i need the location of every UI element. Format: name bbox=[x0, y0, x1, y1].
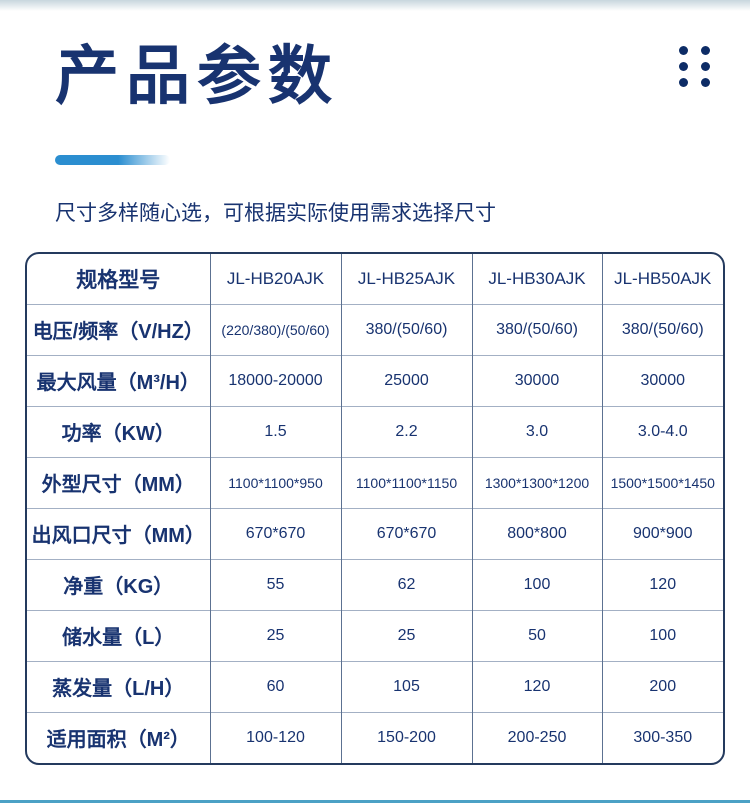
cell-value: 50 bbox=[471, 609, 602, 661]
row-label: 电压/频率（V/HZ） bbox=[27, 303, 210, 355]
dot-icon bbox=[679, 46, 688, 55]
table-row-dimensions: 外型尺寸（MM） 1100*1100*950 1100*1100*1150 13… bbox=[27, 456, 723, 508]
table-row-net-weight: 净重（KG） 55 62 100 120 bbox=[27, 558, 723, 610]
cell-value: 380/(50/60) bbox=[471, 303, 602, 355]
row-label: 适用面积（M²） bbox=[27, 711, 210, 763]
table-row-coverage-area: 适用面积（M²） 100-120 150-200 200-250 300-350 bbox=[27, 711, 723, 763]
dot-icon bbox=[679, 78, 688, 87]
cell-value: 30000 bbox=[471, 354, 602, 406]
cell-value: 300-350 bbox=[601, 711, 723, 763]
cell-value: 1100*1100*1150 bbox=[340, 456, 472, 508]
cell-value: 120 bbox=[471, 660, 602, 712]
cell-value: 2.2 bbox=[340, 405, 472, 457]
row-label: 外型尺寸（MM） bbox=[27, 456, 210, 508]
table-row-airflow: 最大风量（M³/H） 18000-20000 25000 30000 30000 bbox=[27, 354, 723, 406]
bottom-divider-line bbox=[0, 800, 750, 803]
column-header-model-2: JL-HB25AJK bbox=[340, 254, 472, 304]
dot-icon bbox=[679, 62, 688, 71]
cell-value: 62 bbox=[340, 558, 472, 610]
cell-value: 1.5 bbox=[209, 405, 341, 457]
table-row-outlet-size: 出风口尺寸（MM） 670*670 670*670 800*800 900*90… bbox=[27, 507, 723, 559]
cell-value: 120 bbox=[601, 558, 723, 610]
cell-value: 900*900 bbox=[601, 507, 723, 559]
cell-value: 670*670 bbox=[209, 507, 341, 559]
cell-value: 150-200 bbox=[340, 711, 472, 763]
cell-value: 18000-20000 bbox=[209, 354, 341, 406]
cell-value: 30000 bbox=[601, 354, 723, 406]
spec-table: 规格型号 JL-HB20AJK JL-HB25AJK JL-HB30AJK JL… bbox=[25, 252, 725, 765]
cell-value: 55 bbox=[209, 558, 341, 610]
row-label: 储水量（L） bbox=[27, 609, 210, 661]
accent-underline bbox=[55, 155, 170, 165]
cell-value: 800*800 bbox=[471, 507, 602, 559]
row-label: 蒸发量（L/H） bbox=[27, 660, 210, 712]
column-header-model-4: JL-HB50AJK bbox=[601, 254, 723, 304]
dots-grid-icon bbox=[679, 46, 710, 87]
dot-icon bbox=[701, 78, 710, 87]
cell-value: 380/(50/60) bbox=[601, 303, 723, 355]
dot-icon bbox=[701, 62, 710, 71]
cell-value: (220/380)/(50/60) bbox=[209, 303, 341, 355]
cell-value: 25 bbox=[209, 609, 341, 661]
cell-value: 200 bbox=[601, 660, 723, 712]
table-header-row: 规格型号 JL-HB20AJK JL-HB25AJK JL-HB30AJK JL… bbox=[27, 254, 723, 304]
cell-value: 1300*1300*1200 bbox=[471, 456, 602, 508]
dot-icon bbox=[701, 46, 710, 55]
cell-value: 200-250 bbox=[471, 711, 602, 763]
cell-value: 100 bbox=[601, 609, 723, 661]
column-header-model-3: JL-HB30AJK bbox=[471, 254, 602, 304]
subtitle: 尺寸多样随心选，可根据实际使用需求选择尺寸 bbox=[55, 202, 496, 225]
cell-value: 380/(50/60) bbox=[340, 303, 472, 355]
table-row-power: 功率（KW） 1.5 2.2 3.0 3.0-4.0 bbox=[27, 405, 723, 457]
cell-value: 25000 bbox=[340, 354, 472, 406]
cell-value: 100-120 bbox=[209, 711, 341, 763]
column-header-spec: 规格型号 bbox=[76, 268, 161, 292]
cell-value: 3.0 bbox=[471, 405, 602, 457]
cell-value: 670*670 bbox=[340, 507, 472, 559]
row-label: 净重（KG） bbox=[27, 558, 210, 610]
cell-value: 1500*1500*1450 bbox=[601, 456, 723, 508]
page-title: 产品参数 bbox=[55, 40, 339, 112]
cell-value: 60 bbox=[209, 660, 341, 712]
cell-value: 100 bbox=[471, 558, 602, 610]
cell-value: 3.0-4.0 bbox=[601, 405, 723, 457]
cell-value: 25 bbox=[340, 609, 472, 661]
cell-value: 1100*1100*950 bbox=[209, 456, 341, 508]
table-row-evaporation: 蒸发量（L/H） 60 105 120 200 bbox=[27, 660, 723, 712]
row-label: 出风口尺寸（MM） bbox=[27, 507, 210, 559]
row-label: 功率（KW） bbox=[27, 405, 210, 457]
table-row-voltage: 电压/频率（V/HZ） (220/380)/(50/60) 380/(50/60… bbox=[27, 303, 723, 355]
row-label: 最大风量（M³/H） bbox=[27, 354, 210, 406]
cell-value: 105 bbox=[340, 660, 472, 712]
top-gradient-band bbox=[0, 0, 750, 11]
column-header-model-1: JL-HB20AJK bbox=[209, 254, 341, 304]
table-row-water-capacity: 储水量（L） 25 25 50 100 bbox=[27, 609, 723, 661]
